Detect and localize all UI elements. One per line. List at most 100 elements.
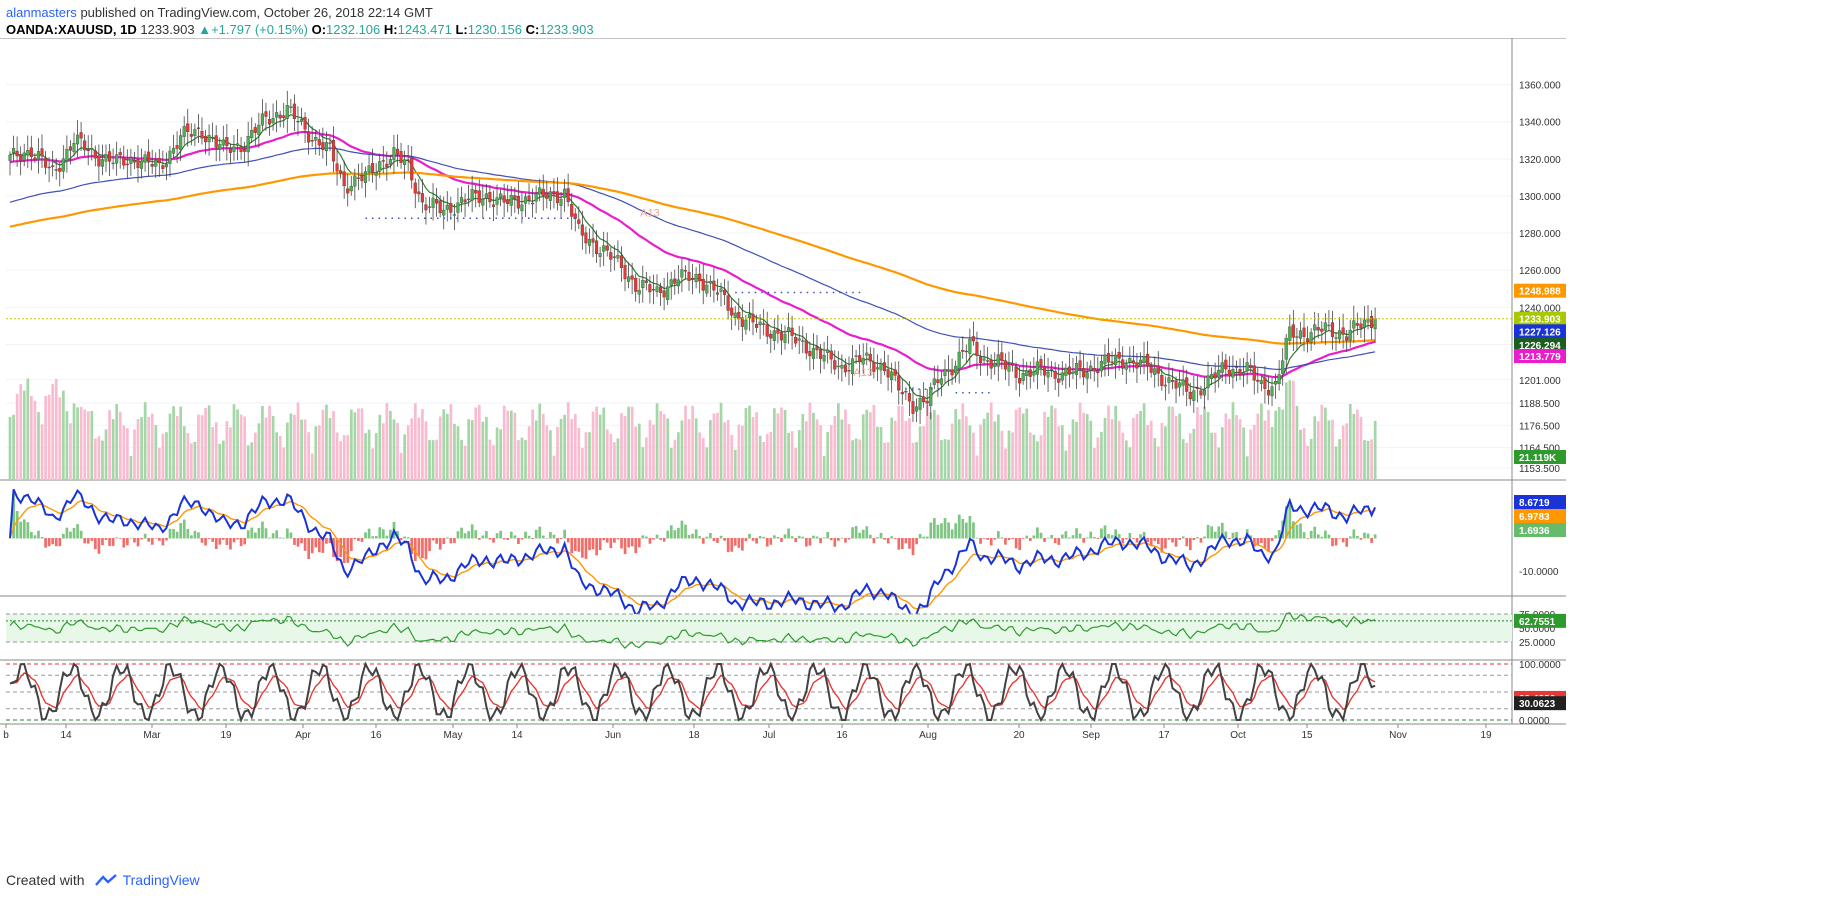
volume-bar: [787, 432, 790, 480]
macd-histogram-bar: [1082, 538, 1086, 543]
volume-bar: [623, 415, 627, 480]
volume-bar: [1121, 432, 1125, 480]
candle-body: [499, 193, 503, 199]
candle-body: [1338, 330, 1342, 340]
candle-body: [243, 149, 247, 152]
volume-bar: [986, 412, 990, 480]
ema-200-line: [9, 171, 1376, 345]
macd-histogram-bar: [424, 538, 428, 560]
volume-bar: [1217, 447, 1221, 480]
volume-bar: [460, 439, 463, 480]
candle-body: [1032, 371, 1036, 376]
candle-body: [648, 284, 652, 293]
volume-bar: [925, 404, 929, 480]
candle-body: [1281, 360, 1285, 374]
candle-body: [1074, 363, 1079, 375]
volume-bar: [502, 405, 506, 480]
macd-histogram-bar: [207, 538, 211, 539]
candle-body: [410, 157, 414, 181]
candle-body: [925, 400, 929, 404]
candle-body: [1210, 374, 1214, 379]
volume-bar: [360, 408, 364, 480]
volume-bar: [1238, 419, 1242, 480]
volume-bar: [421, 409, 424, 480]
candle-body: [1096, 370, 1100, 374]
volume-bar: [741, 425, 744, 480]
volume-bar: [1231, 402, 1235, 480]
volume-bar: [733, 449, 737, 480]
candle-body: [1266, 390, 1271, 396]
volume-bar: [1284, 382, 1288, 480]
volume-bar: [826, 431, 830, 480]
macd-histogram-bar: [214, 538, 218, 549]
volume-bar: [709, 420, 712, 480]
macd-histogram-bar: [1249, 535, 1253, 539]
volume-bar: [1171, 406, 1174, 480]
macd-value-badge: [1514, 509, 1566, 523]
macd-histogram-bar: [136, 538, 140, 547]
candle-body: [836, 365, 840, 368]
macd-histogram-bar: [1096, 538, 1100, 539]
macd-histogram-bar: [1181, 536, 1185, 539]
candle-body: [634, 277, 638, 292]
x-tick-label: May: [444, 730, 463, 741]
volume-bar: [1096, 437, 1100, 480]
macd-histogram-bar: [1064, 531, 1068, 539]
volume-bar: [652, 424, 655, 480]
macd-histogram-bar: [591, 538, 595, 550]
macd-histogram-bar: [218, 538, 222, 545]
candle-body: [1138, 359, 1143, 367]
chart-area[interactable]: A13 A13 1360.000 1340.000 1320.000 1300.000 1…: [0, 38, 1828, 868]
macd-histogram-bar: [758, 535, 762, 539]
macd-histogram-bar: [321, 538, 325, 553]
tradingview-link[interactable]: TradingView: [122, 872, 200, 888]
macd-histogram-bar: [677, 527, 680, 539]
candle-body: [1078, 360, 1082, 368]
volume-bar: [1338, 439, 1341, 480]
candle-body: [644, 280, 648, 283]
candle-body: [1195, 387, 1199, 389]
rsi-tick-label: 25.0000: [1519, 638, 1556, 649]
volume-bar: [150, 413, 154, 480]
volume-bar: [1213, 432, 1217, 480]
macd-histogram-bar: [854, 526, 858, 539]
macd-histogram-bar: [26, 522, 30, 539]
volume-bar: [581, 448, 584, 480]
x-tick-label: 14: [60, 730, 72, 741]
candle-body: [175, 145, 179, 149]
macd-histogram-bar: [794, 538, 798, 543]
author-link[interactable]: alanmasters: [6, 5, 77, 20]
volume-bar: [442, 409, 446, 480]
candle-body: [609, 252, 613, 260]
macd-histogram-bar: [1334, 538, 1338, 546]
volume-bar: [897, 405, 901, 480]
volume-bar: [353, 412, 357, 480]
candle-body: [1359, 323, 1363, 329]
candle-body: [911, 401, 915, 414]
candle-body: [161, 165, 165, 169]
volume-bar: [44, 396, 47, 480]
candle-body: [51, 165, 55, 167]
candle-body: [1146, 353, 1150, 367]
volume-bar: [524, 440, 527, 480]
volume-bar: [296, 402, 300, 480]
candle-body: [1185, 377, 1189, 392]
volume-bar: [1000, 430, 1004, 480]
volume-bar: [559, 418, 563, 480]
volume-bar: [527, 426, 531, 480]
volume-bar: [1018, 407, 1022, 480]
macd-histogram-bar: [552, 534, 556, 539]
symbol-label[interactable]: OANDA:XAUUSD, 1D: [6, 22, 137, 37]
candle-body: [659, 286, 663, 293]
volume-bar: [1078, 402, 1082, 480]
volume-bar: [147, 416, 151, 480]
candle-body: [72, 143, 76, 153]
volume-bar: [876, 426, 879, 480]
macd-histogram-bar: [15, 511, 19, 539]
volume-bar: [620, 413, 623, 480]
candle-body: [484, 193, 488, 199]
volume-bar: [1164, 426, 1167, 480]
macd-histogram-bar: [204, 538, 207, 546]
candle-body: [360, 175, 364, 182]
macd-histogram-bar: [1107, 534, 1110, 539]
